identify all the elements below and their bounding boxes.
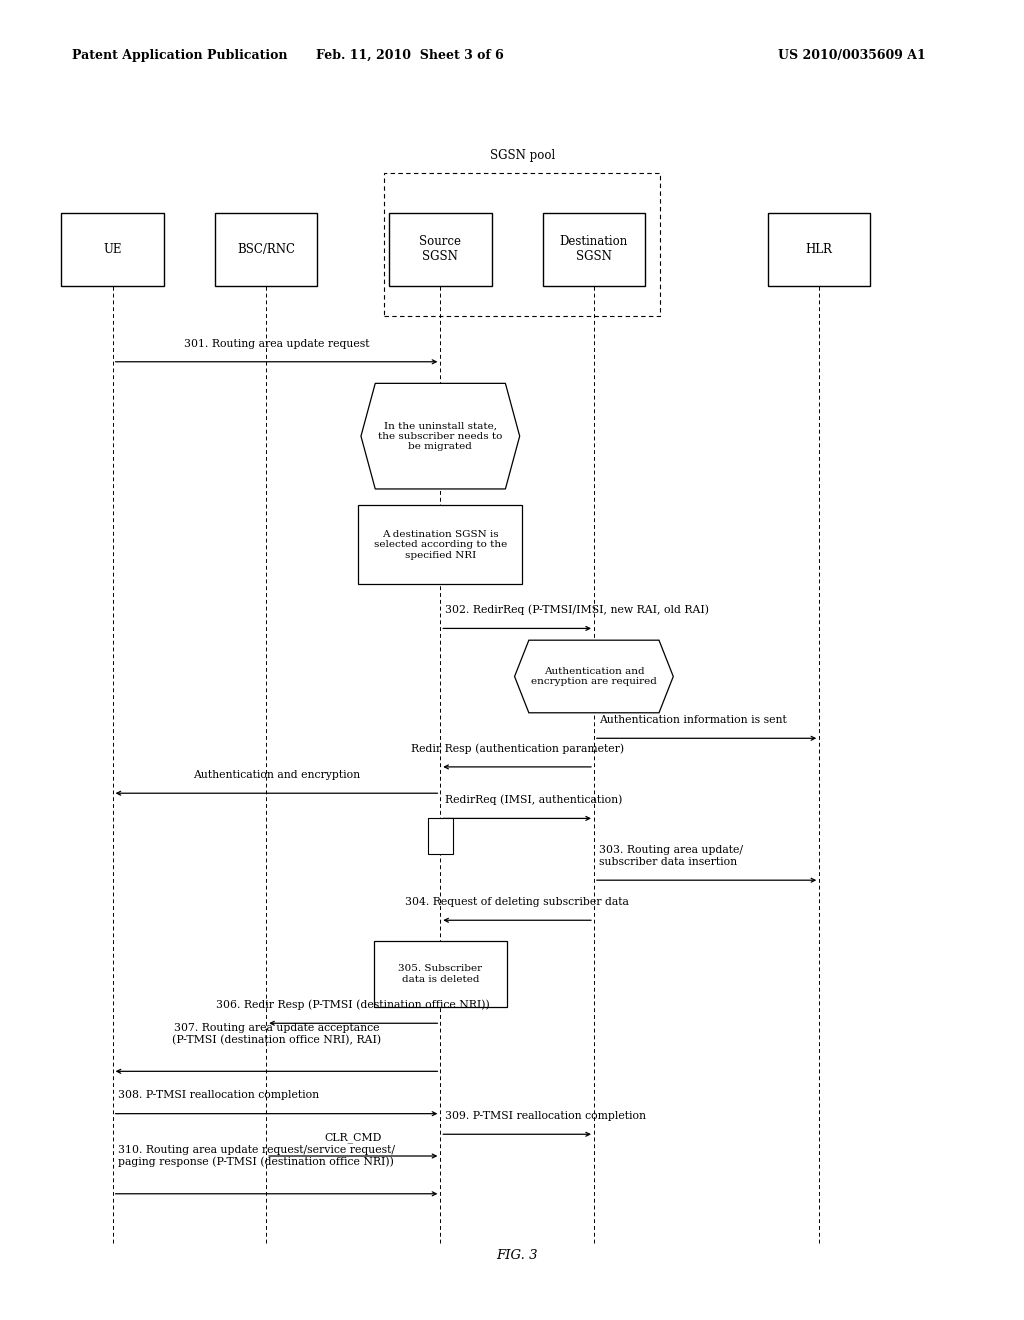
Text: Destination
SGSN: Destination SGSN xyxy=(560,235,628,263)
Bar xyxy=(428,818,453,854)
Text: 302. RedirReq (P-TMSI/IMSI, new RAI, old RAI): 302. RedirReq (P-TMSI/IMSI, new RAI, old… xyxy=(445,605,710,615)
Bar xyxy=(61,213,164,285)
Text: HLR: HLR xyxy=(806,243,833,256)
Text: RedirReq (IMSI, authentication): RedirReq (IMSI, authentication) xyxy=(445,795,623,805)
Bar xyxy=(768,213,870,285)
Text: SGSN pool: SGSN pool xyxy=(489,149,555,162)
Text: Authentication and encryption: Authentication and encryption xyxy=(193,770,360,780)
Text: 306. Redir Resp (P-TMSI (destination office NRI)): 306. Redir Resp (P-TMSI (destination off… xyxy=(216,999,490,1010)
Bar xyxy=(374,941,507,1007)
Text: 310. Routing area update request/service request/
paging response (P-TMSI (desti: 310. Routing area update request/service… xyxy=(118,1144,395,1167)
Text: BSC/RNC: BSC/RNC xyxy=(238,243,295,256)
Bar xyxy=(384,173,660,315)
Text: 308. P-TMSI reallocation completion: 308. P-TMSI reallocation completion xyxy=(118,1090,318,1101)
Text: Source
SGSN: Source SGSN xyxy=(419,235,462,263)
Text: 304. Request of deleting subscriber data: 304. Request of deleting subscriber data xyxy=(406,898,629,907)
Text: 303. Routing area update/
subscriber data insertion: 303. Routing area update/ subscriber dat… xyxy=(599,845,743,867)
Bar xyxy=(215,213,317,285)
Text: 309. P-TMSI reallocation completion: 309. P-TMSI reallocation completion xyxy=(445,1111,646,1121)
Polygon shape xyxy=(514,640,674,713)
Text: Patent Application Publication: Patent Application Publication xyxy=(72,49,287,62)
Text: Redir Resp (authentication parameter): Redir Resp (authentication parameter) xyxy=(411,743,624,754)
Text: Authentication and
encryption are required: Authentication and encryption are requir… xyxy=(531,667,656,686)
Text: US 2010/0035609 A1: US 2010/0035609 A1 xyxy=(778,49,926,62)
Text: FIG. 3: FIG. 3 xyxy=(497,1250,538,1262)
Text: A destination SGSN is
selected according to the
specified NRI: A destination SGSN is selected according… xyxy=(374,529,507,560)
Text: 301. Routing area update request: 301. Routing area update request xyxy=(183,338,370,348)
Bar xyxy=(543,213,645,285)
Text: Feb. 11, 2010  Sheet 3 of 6: Feb. 11, 2010 Sheet 3 of 6 xyxy=(315,49,504,62)
Text: 307. Routing area update acceptance
(P-TMSI (destination office NRI), RAI): 307. Routing area update acceptance (P-T… xyxy=(172,1023,381,1045)
Text: UE: UE xyxy=(103,243,122,256)
Text: CLR_CMD: CLR_CMD xyxy=(325,1133,382,1143)
Text: 305. Subscriber
data is deleted: 305. Subscriber data is deleted xyxy=(398,965,482,983)
Polygon shape xyxy=(360,383,519,488)
Text: In the uninstall state,
the subscriber needs to
be migrated: In the uninstall state, the subscriber n… xyxy=(378,421,503,451)
Bar xyxy=(389,213,492,285)
Bar xyxy=(358,506,522,585)
Text: Authentication information is sent: Authentication information is sent xyxy=(599,715,786,725)
